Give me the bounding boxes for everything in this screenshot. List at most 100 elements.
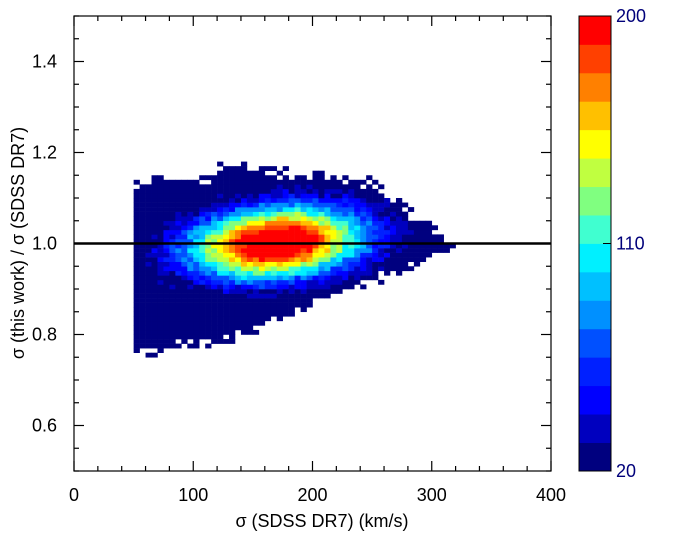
heatmap-cell [306, 302, 313, 308]
heatmap-cell [366, 257, 373, 262]
heatmap-cell [252, 293, 260, 299]
heatmap-cell [294, 257, 301, 262]
heatmap-cell [229, 252, 236, 258]
heatmap-cell [205, 252, 212, 258]
heatmap-cell [300, 179, 307, 185]
x-tick-labels: 0 100 200 300 400 [69, 485, 566, 505]
heatmap-cell [252, 184, 260, 190]
heatmap-cell [294, 193, 301, 199]
heatmap-cell [187, 325, 194, 331]
heatmap-cell [217, 279, 224, 285]
heatmap-cell [217, 175, 224, 181]
heatmap-cell [252, 225, 260, 231]
y-tick-label: 0.8 [32, 325, 57, 345]
heatmap-cell [384, 211, 391, 217]
heatmap-cell [264, 234, 272, 240]
heatmap-cell [378, 243, 385, 249]
heatmap-cell [419, 234, 427, 240]
heatmap-cell [211, 220, 218, 226]
heatmap-cell [151, 307, 158, 313]
heatmap-cell [336, 198, 343, 203]
heatmap-cell [163, 307, 170, 313]
heatmap-cell [234, 325, 242, 331]
heatmap-cell [378, 220, 385, 226]
heatmap-cell [145, 352, 152, 358]
heatmap-cell [151, 302, 158, 308]
heatmap-cell [354, 229, 361, 235]
heatmap-cell [288, 220, 295, 226]
heatmap-cell [157, 311, 164, 317]
heatmap-cell [193, 216, 200, 222]
heatmap-cell [145, 311, 152, 317]
heatmap-cell [372, 198, 379, 203]
heatmap-cell [384, 220, 391, 226]
y-tick-label: 1.4 [32, 52, 57, 72]
heatmap-cell [300, 207, 307, 212]
heatmap-cell [139, 243, 146, 249]
heatmap-cell [330, 211, 337, 217]
heatmap-cell [229, 339, 236, 344]
heatmap-cell [157, 325, 164, 331]
heatmap-cell [264, 229, 272, 235]
heatmap-cell [300, 220, 307, 226]
heatmap-cell [252, 316, 260, 322]
heatmap-cell [246, 248, 254, 253]
heatmap-cell [372, 225, 379, 231]
heatmap-cell [395, 207, 403, 212]
heatmap-cell [133, 307, 140, 313]
heatmap-cell [193, 225, 200, 231]
heatmap-cell [342, 211, 349, 217]
heatmap-cell [372, 220, 379, 226]
heatmap-cell [151, 316, 158, 322]
heatmap-cell [348, 248, 355, 253]
heatmap-cell [133, 252, 140, 258]
heatmap-cell [282, 298, 289, 303]
heatmap-cell [366, 184, 373, 190]
heatmap-cell [306, 279, 313, 285]
heatmap-cell [246, 238, 254, 244]
heatmap-cell [366, 198, 373, 203]
heatmap-cell [163, 211, 170, 217]
heatmap-cell [252, 270, 260, 276]
heatmap-cell [169, 198, 176, 203]
heatmap-cell [240, 248, 248, 253]
heatmap-cell [372, 188, 379, 194]
heatmap-cell [318, 275, 325, 281]
heatmap-cell [157, 348, 164, 353]
heatmap-cell [234, 320, 242, 326]
heatmap-cell [229, 234, 236, 240]
heatmap-cell [282, 198, 289, 203]
heatmap-cell [270, 243, 278, 249]
heatmap-cell [354, 216, 361, 222]
heatmap-cell [407, 243, 415, 249]
heatmap-cell [282, 207, 289, 212]
heatmap-cell [252, 238, 260, 244]
heatmap-cell [252, 211, 260, 217]
heatmap-cell [151, 188, 158, 194]
heatmap-cell [169, 220, 176, 226]
heatmap-cell [175, 298, 182, 303]
heatmap-cell [282, 184, 289, 190]
heatmap-cell [181, 311, 188, 317]
heatmap-cell [169, 248, 176, 253]
heatmap-cell [187, 179, 194, 185]
heatmap-cell [276, 307, 283, 313]
heatmap-cell [306, 211, 313, 217]
heatmap-cell [366, 275, 373, 281]
heatmap-cell [229, 248, 236, 253]
heatmap-cell [264, 275, 272, 281]
heatmap-cell [431, 248, 439, 253]
heatmap-cell [258, 320, 266, 326]
heatmap-cell [145, 193, 152, 199]
heatmap-cell [133, 270, 140, 276]
heatmap-cell [384, 198, 391, 203]
heatmap-cell [276, 216, 283, 222]
heatmap-cell [258, 307, 266, 313]
heatmap-cell [169, 284, 176, 290]
heatmap-cell [229, 279, 236, 285]
heatmap-cell [234, 316, 242, 322]
heatmap-cell [252, 252, 260, 258]
heatmap-cell [169, 252, 176, 258]
heatmap-cell [240, 216, 248, 222]
heatmap-cell [354, 179, 361, 185]
